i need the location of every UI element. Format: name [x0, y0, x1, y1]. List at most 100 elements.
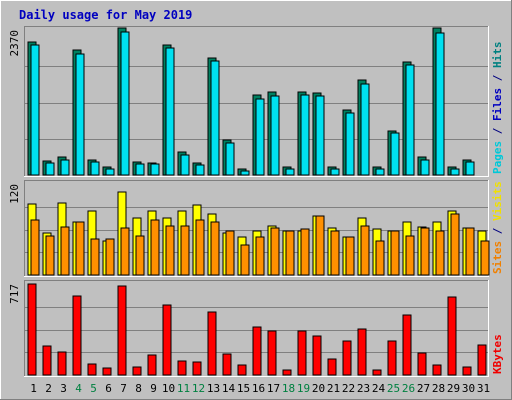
panel-side-label: Pages / Files / Hits [491, 42, 504, 175]
bar-kbytes-s0-day-5 [87, 363, 97, 376]
x-axis-day-labels: 1 2 3 4 5 6 7 8 9 10 11 12 13 14 15 16 17 18 19 20 21 22 23 24 2… [30, 382, 490, 395]
bar-hits-files-s1-day-1 [30, 44, 40, 176]
bar-hits-files-s1-day-11 [180, 154, 190, 176]
bar-kbytes-s0-day-4 [72, 295, 82, 376]
bar-hits-files-s1-day-18 [285, 168, 295, 176]
bar-kbytes-s0-day-26 [402, 314, 412, 376]
bar-kbytes-s0-day-18 [282, 369, 292, 376]
bar-visits-sites-s1-day-24 [375, 240, 385, 276]
bar-visits-sites-s1-day-8 [135, 235, 145, 276]
bar-kbytes-s0-day-24 [372, 369, 382, 376]
bar-visits-sites-s1-day-17 [270, 227, 280, 276]
bar-hits-files-s1-day-5 [90, 161, 100, 176]
bar-kbytes-s0-day-2 [42, 345, 52, 376]
bar-kbytes-s0-day-22 [342, 340, 352, 376]
side-label-part: / [491, 121, 504, 141]
x-tick-label: 26 [402, 382, 415, 395]
bar-visits-sites-s1-day-18 [285, 230, 295, 276]
bar-hits-files-s1-day-24 [375, 168, 385, 176]
bar-visits-sites-s1-day-15 [240, 244, 250, 276]
side-label-part: Pages [491, 141, 504, 174]
bar-visits-sites-s1-day-13 [210, 221, 220, 276]
bar-hits-files-s1-day-27 [420, 159, 430, 176]
bar-visits-sites-s1-day-9 [150, 219, 160, 276]
bar-hits-files-s1-day-22 [345, 112, 355, 176]
panel-max-label: 2370 [8, 30, 21, 57]
bar-hits-files-s1-day-28 [435, 32, 445, 176]
x-tick-label: 21 [327, 382, 340, 395]
bar-visits-sites-s1-day-11 [180, 225, 190, 276]
x-tick-label: 10 [162, 382, 175, 395]
bar-hits-files-s1-day-25 [390, 132, 400, 176]
bar-visits-sites-s1-day-4 [75, 221, 85, 276]
x-tick-label: 1 [30, 382, 37, 395]
bar-hits-files-s1-day-7 [120, 31, 130, 176]
panel-kbytes: 717 KBytes [8, 280, 504, 377]
bar-kbytes-s0-day-1 [27, 283, 37, 376]
bar-kbytes-s0-day-10 [162, 304, 172, 376]
bar-hits-files-s1-day-13 [210, 60, 220, 176]
bar-visits-sites-s1-day-26 [405, 235, 415, 276]
bar-visits-sites-s1-day-14 [225, 230, 235, 276]
x-tick-label: 17 [267, 382, 280, 395]
x-tick-label: 7 [120, 382, 127, 395]
bar-visits-sites-s1-day-21 [330, 230, 340, 276]
x-tick-label: 16 [252, 382, 265, 395]
bar-kbytes-s0-day-19 [297, 330, 307, 376]
side-label-part: / [491, 221, 504, 241]
x-tick-label: 4 [75, 382, 82, 395]
bar-kbytes-s0-day-31 [477, 344, 487, 376]
bar-hits-files-s1-day-14 [225, 142, 235, 176]
bar-visits-sites-s1-day-19 [300, 228, 310, 276]
bar-visits-sites-s1-day-1 [30, 219, 40, 276]
x-tick-label: 11 [177, 382, 190, 395]
bar-hits-files-s1-day-9 [150, 163, 160, 176]
x-tick-label: 9 [150, 382, 157, 395]
bar-hits-files-s1-day-6 [105, 168, 115, 176]
bar-visits-sites-s1-day-31 [480, 240, 490, 276]
x-tick-label: 31 [477, 382, 490, 395]
bar-kbytes-s0-day-3 [57, 351, 67, 376]
side-label-part: Files [491, 88, 504, 121]
x-tick-label: 8 [135, 382, 142, 395]
bar-hits-files-s1-day-20 [315, 95, 325, 176]
side-label-part: Hits [491, 42, 504, 69]
bar-visits-sites-s1-day-28 [435, 230, 445, 276]
bar-visits-sites-s1-day-29 [450, 213, 460, 276]
panel-side-label: KBytes [491, 334, 504, 374]
bar-visits-sites-s1-day-6 [105, 238, 115, 276]
bar-kbytes-s0-day-28 [432, 364, 442, 376]
bar-kbytes-s0-day-21 [327, 358, 337, 376]
bar-hits-files-s1-day-26 [405, 64, 415, 176]
bar-hits-files-s1-day-29 [450, 168, 460, 176]
bar-visits-sites-s1-day-30 [465, 227, 475, 276]
x-tick-label: 28 [432, 382, 445, 395]
x-tick-label: 20 [312, 382, 325, 395]
x-tick-label: 2 [45, 382, 52, 395]
panel-hits-files: 2370 Pages / Files / Hits [8, 26, 504, 177]
x-tick-label: 5 [90, 382, 97, 395]
x-tick-label: 15 [237, 382, 250, 395]
bar-kbytes-s0-day-14 [222, 353, 232, 376]
x-tick-label: 25 [387, 382, 400, 395]
bar-kbytes-s0-day-25 [387, 340, 397, 376]
x-tick-label: 12 [192, 382, 205, 395]
x-tick-label: 29 [447, 382, 460, 395]
bar-visits-sites-s1-day-20 [315, 215, 325, 276]
x-tick-label: 13 [207, 382, 220, 395]
bar-visits-sites-s1-day-5 [90, 238, 100, 276]
bar-kbytes-s0-day-15 [237, 364, 247, 376]
chart-panels: 2370 Pages / Files / Hits 120 Sites / Visit… [8, 26, 504, 377]
bar-hits-files-s1-day-23 [360, 83, 370, 176]
side-label-part: Visits [491, 181, 504, 221]
bar-kbytes-s0-day-6 [102, 367, 112, 376]
chart-title: Daily usage for May 2019 [19, 8, 192, 22]
bar-kbytes-s0-day-11 [177, 360, 187, 376]
panel-side-label: Sites / Visits [491, 181, 504, 274]
bar-hits-files-s1-day-2 [45, 162, 55, 176]
bar-visits-sites-s1-day-23 [360, 225, 370, 276]
bar-visits-sites-s1-day-27 [420, 227, 430, 276]
bar-kbytes-s0-day-12 [192, 361, 202, 376]
bar-hits-files-s1-day-15 [240, 170, 250, 176]
